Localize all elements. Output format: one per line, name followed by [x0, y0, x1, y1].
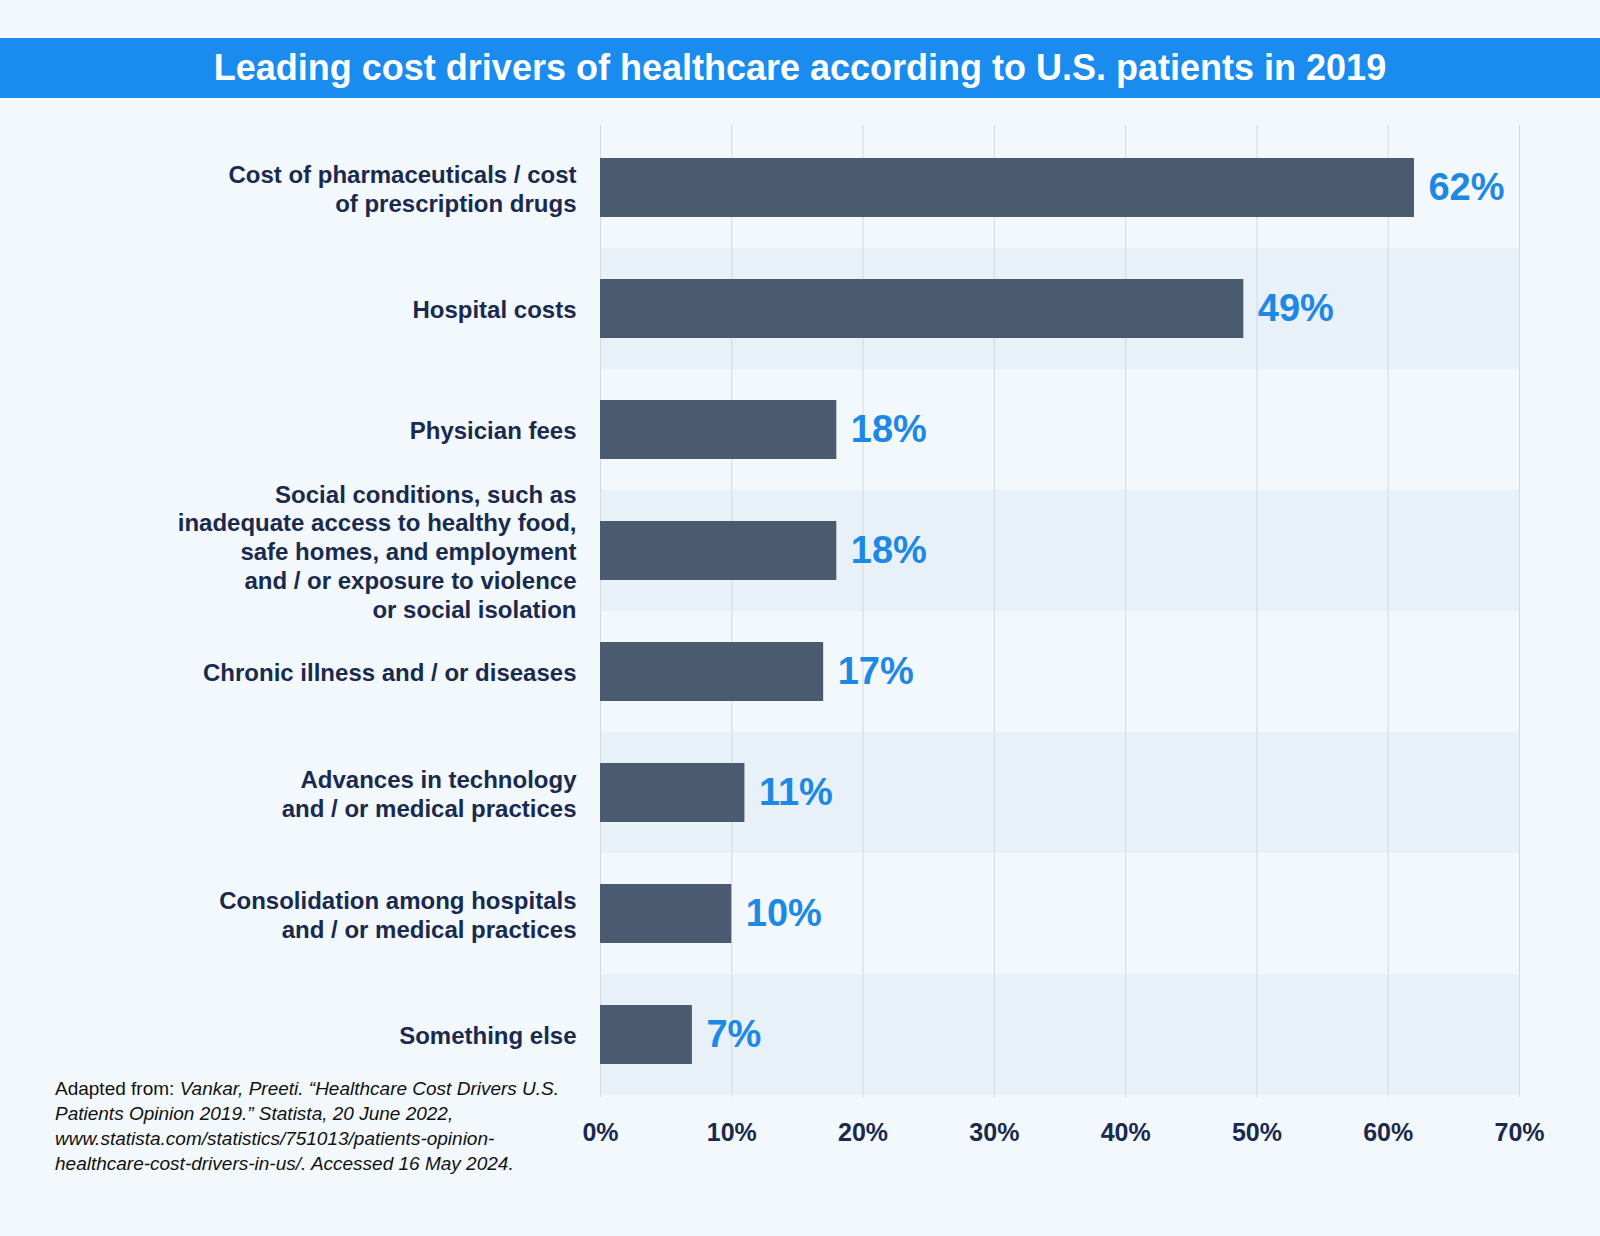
svg-text:40%: 40%	[1101, 1118, 1151, 1146]
svg-text:0%: 0%	[582, 1118, 618, 1146]
svg-text:Social conditions, such asinad: Social conditions, such asinadequate acc…	[178, 481, 577, 623]
html-text:Adapted from: Vankar, Preeti.: Adapted from: Vankar, Preeti. “Healthcar…	[55, 1078, 560, 1174]
svg-text:Cost of pharmaceuticals / cost: Cost of pharmaceuticals / costof prescri…	[228, 161, 576, 217]
svg-text:30%: 30%	[969, 1118, 1019, 1146]
svg-text:7%: 7%	[706, 1013, 761, 1055]
svg-text:10%: 10%	[707, 1118, 757, 1146]
svg-text:18%: 18%	[851, 408, 927, 450]
svg-text:70%: 70%	[1494, 1118, 1544, 1146]
svg-text:17%: 17%	[838, 650, 914, 692]
svg-text:Something else: Something else	[399, 1022, 576, 1049]
svg-text:Consolidation among hospitalsa: Consolidation among hospitalsand / or me…	[219, 887, 576, 943]
svg-text:10%: 10%	[746, 892, 822, 934]
svg-text:Physician fees: Physician fees	[410, 417, 577, 444]
svg-text:20%: 20%	[838, 1118, 888, 1146]
svg-text:Chronic illness and / or disea: Chronic illness and / or diseases	[203, 659, 576, 686]
svg-text:11%: 11%	[759, 771, 833, 813]
svg-text:Advances in technologyand / or: Advances in technologyand / or medical p…	[282, 766, 577, 822]
svg-text:18%: 18%	[851, 529, 927, 571]
svg-text:60%: 60%	[1363, 1118, 1413, 1146]
svg-text:62%: 62%	[1428, 166, 1504, 208]
svg-text:50%: 50%	[1232, 1118, 1282, 1146]
html-text:Leading cost drivers of health: Leading cost drivers of healthcare accor…	[213, 47, 1387, 88]
svg-text:49%: 49%	[1258, 287, 1334, 329]
svg-text:Hospital costs: Hospital costs	[412, 296, 576, 323]
